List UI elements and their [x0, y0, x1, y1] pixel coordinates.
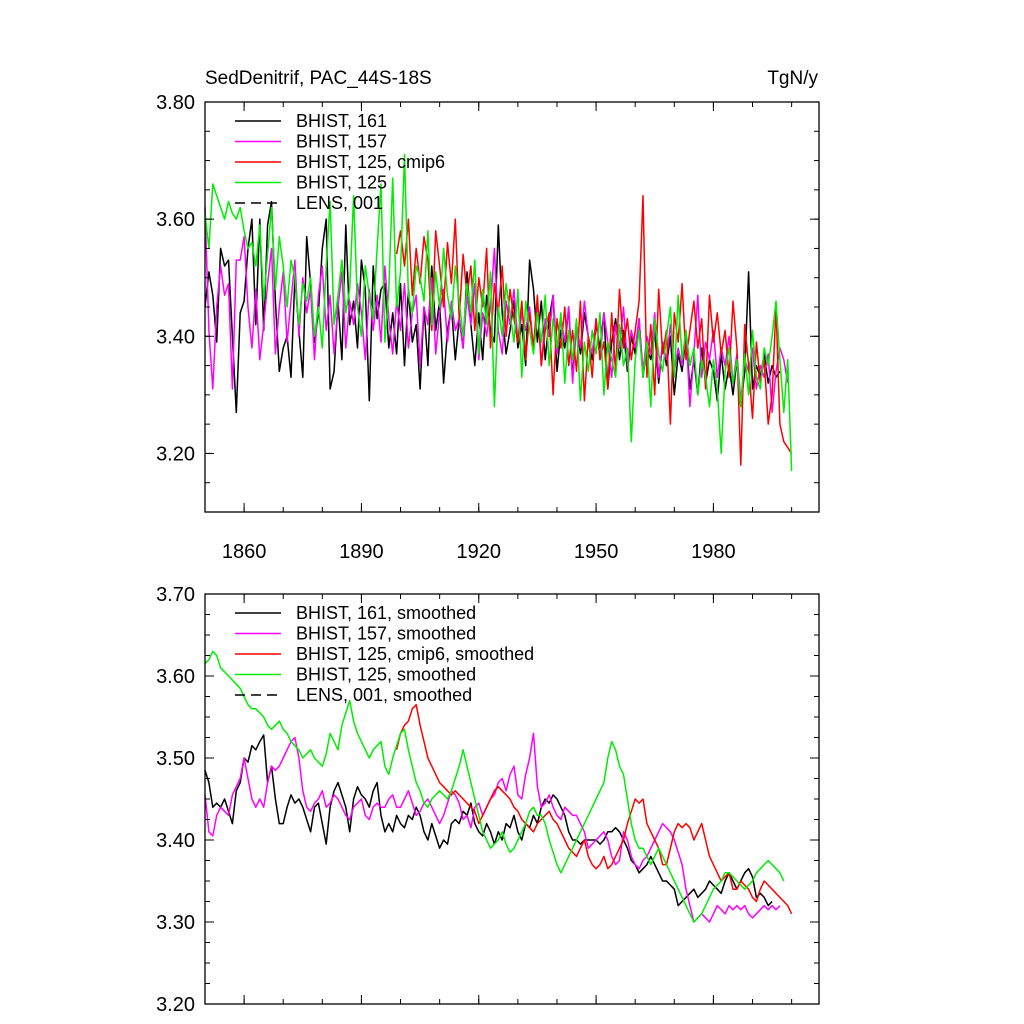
chart-units: TgN/y — [767, 68, 818, 89]
top-legend-label-2: BHIST, 125, cmip6 — [296, 152, 445, 172]
bottom-legend-label-3: BHIST, 125, smoothed — [296, 665, 476, 685]
bottom-legend-label-2: BHIST, 125, cmip6, smoothed — [296, 644, 534, 664]
top-legend-label-4: LENS, 001 — [296, 193, 383, 213]
top-series-line-1 — [204, 207, 789, 414]
top-xtick-label-1: 1890 — [339, 541, 384, 563]
bottom-series-line-2 — [395, 703, 793, 915]
top-series-layer — [204, 153, 793, 472]
bottom-legend-label-0: BHIST, 161, smoothed — [296, 603, 476, 623]
top-legend-label-3: BHIST, 125 — [296, 173, 387, 193]
top-ytick-label-1: 3.40 — [156, 326, 195, 348]
bottom-legend-label-4: LENS, 001, smoothed — [296, 685, 472, 705]
top-legend-label-1: BHIST, 157 — [296, 132, 387, 152]
bottom-ytick-label-2: 3.40 — [156, 830, 195, 852]
bottom-ytick-label-1: 3.30 — [156, 912, 195, 934]
bottom-series-layer — [204, 650, 793, 923]
bottom-ytick-label-0: 3.20 — [156, 994, 195, 1016]
bottom-panel: 3.20 3.30 3.40 3.50 3.60 3.70 BHIST, 161, smo… — [156, 584, 820, 1016]
chart-title: SedDenitrif, PAC_44S-18S — [205, 68, 432, 89]
top-ytick-label-0: 3.20 — [156, 443, 195, 465]
bottom-series-line-3 — [204, 650, 785, 923]
top-legend-label-0: BHIST, 161 — [296, 111, 387, 131]
top-ytick-label-2: 3.60 — [156, 209, 195, 231]
top-series-line-3 — [204, 153, 793, 472]
top-ytick-label-3: 3.80 — [156, 92, 195, 114]
bottom-series-line-0 — [204, 734, 773, 907]
bottom-axes: 3.20 3.30 3.40 3.50 3.60 3.70 — [156, 584, 819, 1016]
top-xtick-label-3: 1950 — [574, 541, 619, 563]
bottom-ytick-label-4: 3.60 — [156, 666, 195, 688]
top-series-line-2 — [395, 194, 793, 466]
top-xtick-label-4: 1980 — [691, 541, 736, 563]
bottom-ytick-label-3: 3.50 — [156, 748, 195, 770]
top-xtick-label-0: 1860 — [222, 541, 267, 563]
top-axes: 3.20 3.40 3.60 3.80 1860 1890 1920 1950 1980 — [156, 92, 819, 563]
bottom-legend-label-1: BHIST, 157, smoothed — [296, 624, 476, 644]
top-panel: 3.20 3.40 3.60 3.80 1860 1890 1920 1950 1980 BHI… — [156, 92, 820, 563]
top-xtick-label-2: 1920 — [457, 541, 502, 563]
bottom-ytick-label-5: 3.70 — [156, 584, 195, 606]
bottom-series-line-1 — [204, 732, 781, 923]
